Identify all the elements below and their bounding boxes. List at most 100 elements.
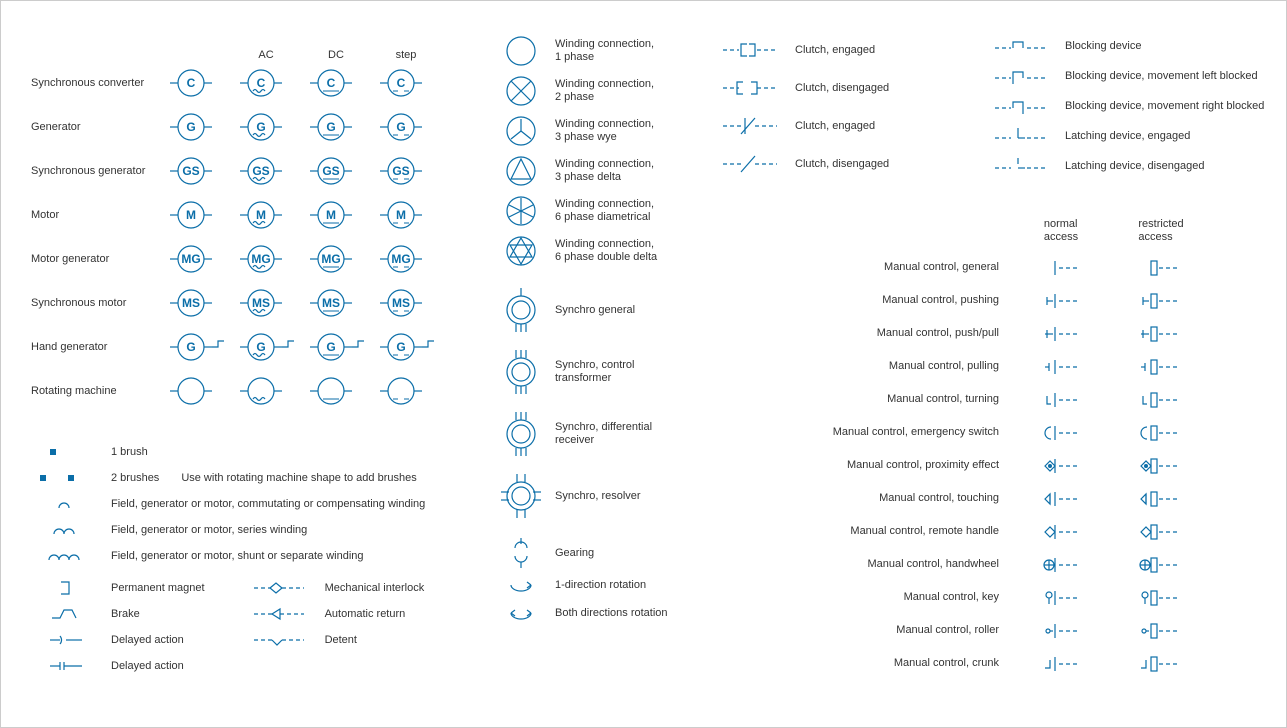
machine-symbol: MS [231, 285, 301, 321]
svg-text:GS: GS [392, 164, 409, 178]
col-hdr-ac: AC [231, 49, 301, 61]
extra-label: Detent [325, 634, 357, 647]
machine-row: Hand generatorGGGG [31, 325, 491, 369]
manual-label: Manual control, pushing [781, 294, 1011, 307]
machine-symbol: G [301, 329, 371, 365]
clutch-label: Clutch, engaged [795, 44, 875, 57]
machine-symbol: GS [371, 153, 441, 189]
svg-text:MS: MS [182, 296, 200, 310]
manual-row: Manual control, crunk [781, 647, 1251, 680]
lbl-2brushes-note: Use with rotating machine shape to add b… [181, 472, 416, 485]
machine-symbol: G [371, 329, 441, 365]
manual-normal [1011, 256, 1111, 280]
manual-normal [1011, 322, 1111, 346]
manual-restricted [1111, 388, 1211, 412]
machine-symbol: C [231, 65, 301, 101]
manual-restricted [1111, 355, 1211, 379]
svg-text:MG: MG [251, 252, 270, 266]
manual-label: Manual control, proximity effect [781, 459, 1011, 472]
manual-restricted [1111, 289, 1211, 313]
col-hdr-step: step [371, 49, 441, 61]
svg-text:MS: MS [322, 296, 340, 310]
clutch-label: Clutch, disengaged [795, 82, 889, 95]
manual-control-table: normal access restricted access Manual c… [781, 211, 1251, 680]
manual-normal [1011, 652, 1111, 676]
manual-restricted [1111, 619, 1211, 643]
manual-restricted [1111, 586, 1211, 610]
electrical-symbols-legend: AC DC step Synchronous converterCCCCGene… [0, 0, 1287, 728]
machine-label: Synchronous converter [31, 77, 161, 90]
machine-label: Synchronous motor [31, 297, 161, 310]
extra-label: Mechanical interlock [325, 582, 425, 595]
manual-restricted [1111, 322, 1211, 346]
col-hdr-dc: DC [301, 49, 371, 61]
machine-symbol: MG [371, 241, 441, 277]
svg-text:C: C [397, 76, 406, 90]
machine-row: Synchronous converter C C C C [31, 61, 491, 105]
manual-row: Manual control, pulling [781, 350, 1251, 383]
blocking-label: Blocking device, movement right blocked [1065, 100, 1264, 113]
blocking-label: Blocking device, movement left blocked [1065, 70, 1258, 83]
synchro-label: Synchro, differential receiver [555, 421, 652, 447]
manual-label: Manual control, emergency switch [781, 426, 1011, 439]
machine-symbol: MS [371, 285, 441, 321]
winding-label: Winding connection, 3 phase wye [555, 118, 654, 144]
manual-row: Manual control, push/pull [781, 317, 1251, 350]
rot2-label: Both directions rotation [555, 607, 668, 620]
blocking-label: Latching device, disengaged [1065, 160, 1204, 173]
manual-label: Manual control, remote handle [781, 525, 1011, 538]
svg-text:G: G [186, 340, 195, 354]
manual-row: Manual control, emergency switch [781, 416, 1251, 449]
machine-symbol: GS [301, 153, 371, 189]
winding-label: Winding connection, 3 phase delta [555, 158, 654, 184]
svg-text:C: C [187, 76, 196, 90]
svg-text:M: M [186, 208, 196, 222]
manual-restricted [1111, 520, 1211, 544]
left-extras: 1 brush 2 brushes Use with rotating mach… [31, 439, 491, 679]
extra-label: Automatic return [325, 608, 406, 621]
windings-column: Winding connection, 1 phaseWinding conne… [501, 31, 721, 627]
manual-row: Manual control, remote handle [781, 515, 1251, 548]
machine-label: Motor [31, 209, 161, 222]
svg-text:G: G [326, 340, 335, 354]
machine-symbol: C [301, 65, 371, 101]
manual-row: Manual control, general [781, 251, 1251, 284]
svg-text:C: C [327, 76, 336, 90]
machines-grid: AC DC step Synchronous converterCCCCGene… [31, 33, 491, 413]
synchro-label: Synchro general [555, 304, 635, 317]
machine-symbol: M [161, 197, 231, 233]
manual-label: Manual control, roller [781, 624, 1011, 637]
manual-restricted [1111, 421, 1211, 445]
extra-label: Delayed action [111, 634, 184, 647]
manual-normal [1011, 619, 1111, 643]
svg-text:G: G [396, 120, 405, 134]
manual-restricted [1111, 454, 1211, 478]
svg-text:G: G [186, 120, 195, 134]
hdr-normal: normal access [1011, 218, 1111, 244]
lbl-2brushes: 2 brushes [111, 472, 159, 485]
machine-symbol: G [161, 329, 231, 365]
machine-symbol: GS [231, 153, 301, 189]
manual-row: Manual control, pushing [781, 284, 1251, 317]
machine-symbol [161, 373, 231, 409]
svg-text:G: G [396, 340, 405, 354]
manual-label: Manual control, pulling [781, 360, 1011, 373]
lbl-1brush: 1 brush [111, 446, 148, 459]
manual-restricted [1111, 256, 1211, 280]
svg-text:M: M [396, 208, 406, 222]
blocking-column: Blocking device Blocking device, movement… [991, 31, 1271, 181]
field-label: Field, generator or motor, shunt or sepa… [111, 550, 364, 563]
svg-text:G: G [256, 340, 265, 354]
manual-row: Manual control, turning [781, 383, 1251, 416]
manual-normal [1011, 520, 1111, 544]
svg-text:GS: GS [252, 164, 269, 178]
manual-restricted [1111, 553, 1211, 577]
gearing-label: Gearing [555, 547, 594, 560]
svg-text:GS: GS [322, 164, 339, 178]
svg-text:M: M [326, 208, 336, 222]
manual-normal [1011, 289, 1111, 313]
blocking-label: Blocking device [1065, 40, 1141, 53]
manual-label: Manual control, crunk [781, 657, 1011, 670]
manual-normal [1011, 355, 1111, 379]
machine-symbol: C [371, 65, 441, 101]
